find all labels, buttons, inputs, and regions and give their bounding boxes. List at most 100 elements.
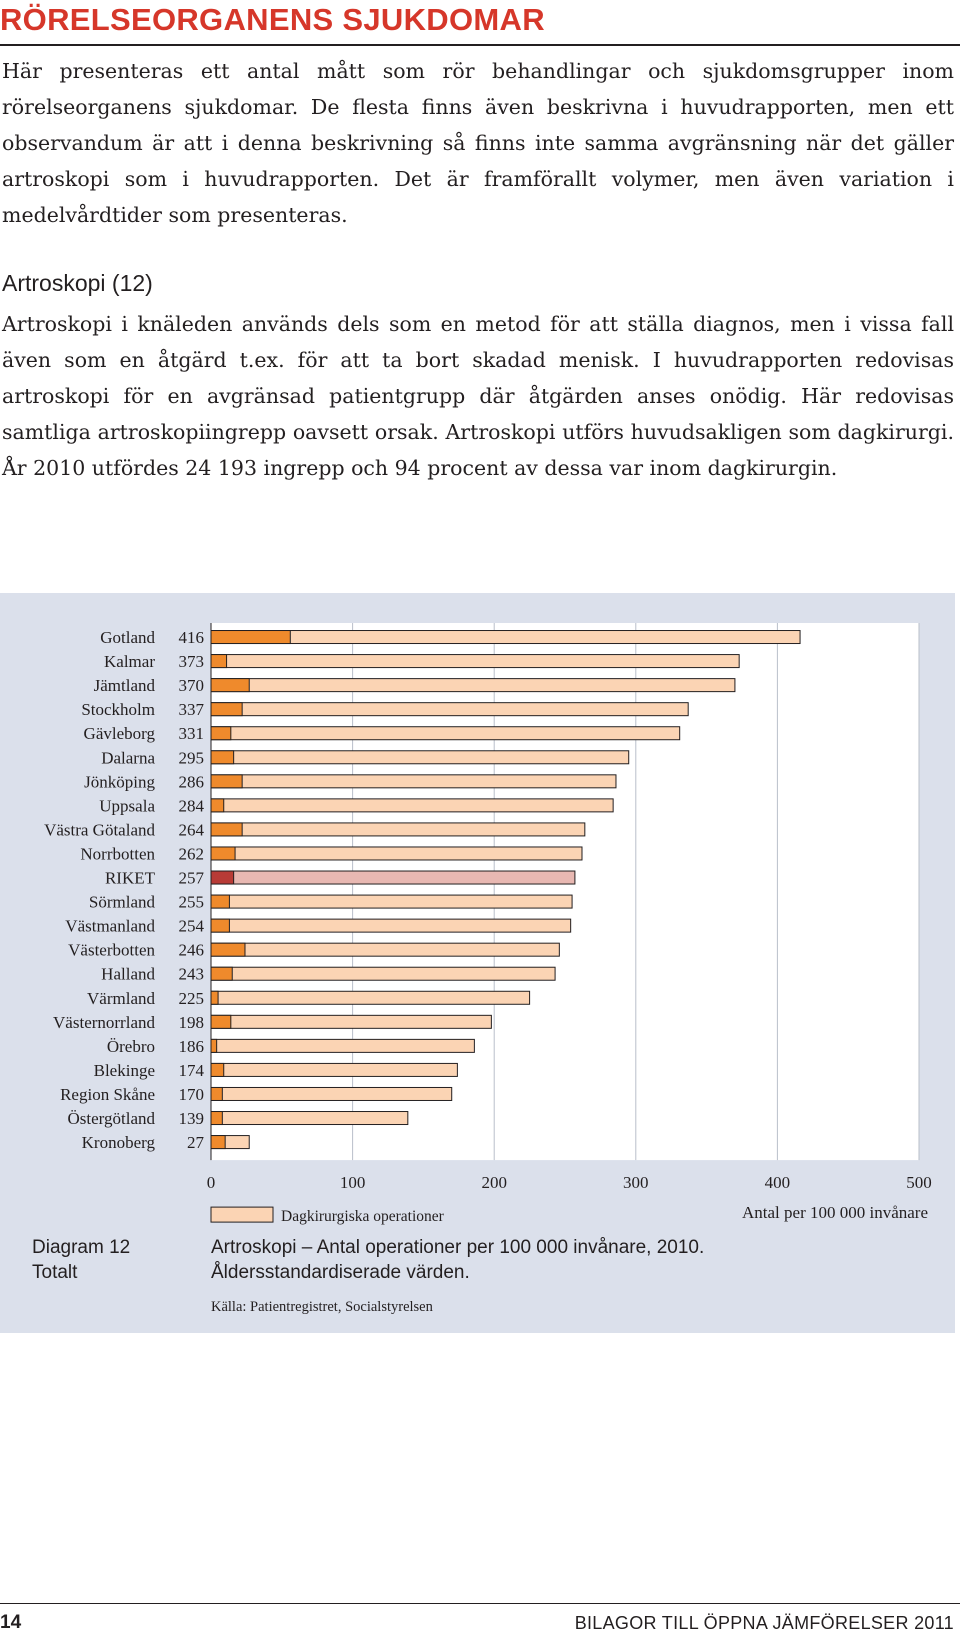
bar-total (210, 678, 736, 693)
category-label: Jämtland (94, 676, 156, 695)
bar-segment (210, 1086, 223, 1101)
bar-segment (210, 870, 235, 885)
x-tick-label: 500 (906, 1173, 932, 1192)
bar-segment (210, 966, 233, 981)
category-label: Västerbotten (68, 941, 155, 960)
value-label: 264 (179, 820, 205, 839)
category-label: Värmland (87, 989, 155, 1008)
bar-total (210, 846, 583, 861)
bar-total (210, 990, 531, 1005)
category-label: Västmanland (65, 917, 155, 936)
category-label: Blekinge (94, 1061, 155, 1080)
bar-segment (210, 702, 243, 717)
bar-segment (210, 1135, 226, 1150)
legend-swatch (210, 1206, 274, 1223)
value-label: 331 (179, 724, 205, 743)
bar-total (210, 1038, 475, 1053)
caption-totalt-label: Totalt (32, 1262, 78, 1283)
bar-segment (210, 822, 243, 837)
value-label: 286 (179, 772, 205, 791)
bar-segment (210, 1062, 225, 1077)
value-label: 243 (179, 965, 205, 984)
bar-segment (210, 1038, 218, 1053)
value-label: 27 (187, 1133, 205, 1152)
value-label: 174 (179, 1061, 205, 1080)
category-label: Kronoberg (82, 1133, 156, 1152)
bar-total (210, 822, 586, 837)
bar-total (210, 918, 572, 933)
value-label: 255 (179, 893, 205, 912)
category-label: Sörmland (89, 893, 156, 912)
category-label: Västernorrland (53, 1013, 155, 1032)
category-label: Kalmar (104, 652, 155, 671)
x-axis-label: Antal per 100 000 invånare (742, 1203, 928, 1222)
category-label: Region Skåne (60, 1085, 155, 1104)
section-title: RÖRELSEORGANENS SJUKDOMAR (0, 2, 545, 37)
caption-source: Källa: Patientregistret, Socialstyrelsen (211, 1299, 433, 1315)
category-label: Jönköping (84, 772, 155, 791)
bar-total (210, 966, 556, 981)
page-number: 14 (0, 1612, 22, 1633)
category-label: Dalarna (101, 748, 155, 767)
bar-segment (210, 894, 230, 909)
category-label: Östergötland (67, 1109, 155, 1128)
value-label: 198 (179, 1013, 205, 1032)
value-label: 416 (179, 628, 205, 647)
bar-segment (210, 774, 243, 789)
bar-segment (210, 630, 291, 645)
bar-total (210, 942, 560, 957)
bar-total (210, 1062, 458, 1077)
bar-total (210, 726, 681, 741)
value-label: 257 (179, 869, 205, 888)
category-label: Uppsala (99, 796, 155, 815)
bar-segment (210, 678, 250, 693)
value-label: 262 (179, 844, 205, 863)
subheading-artroskopi: Artroskopi (12) (2, 270, 153, 296)
bar-total (210, 1014, 492, 1029)
caption-line-2: Åldersstandardiserade värden. (211, 1262, 470, 1283)
bar-total (210, 774, 617, 789)
value-label: 186 (179, 1037, 205, 1056)
bar-total (210, 1111, 409, 1126)
value-label: 225 (179, 989, 205, 1008)
bar-total (210, 654, 740, 669)
value-label: 295 (179, 748, 205, 767)
legend-label: Dagkirurgiska operationer (281, 1208, 445, 1225)
value-label: 246 (179, 941, 205, 960)
category-label: Norrbotten (80, 844, 155, 863)
category-label: Örebro (107, 1037, 155, 1056)
bar-total (210, 894, 573, 909)
bar-segment (210, 1014, 232, 1029)
bar-segment (210, 750, 235, 765)
x-tick-label: 200 (481, 1173, 507, 1192)
category-label: Halland (101, 965, 155, 984)
bar-segment (210, 1111, 223, 1126)
bar-segment (210, 726, 232, 741)
running-title: BILAGOR TILL ÖPPNA JÄMFÖRELSER 2011 (574, 1613, 954, 1633)
value-label: 337 (179, 700, 205, 719)
bar-total (210, 1086, 453, 1101)
x-tick-label: 300 (623, 1173, 649, 1192)
x-tick-label: 100 (340, 1173, 366, 1192)
bar-segment (210, 942, 246, 957)
title-rule (0, 44, 960, 46)
x-tick-label: 400 (765, 1173, 791, 1192)
category-label: Stockholm (81, 700, 155, 719)
bar-segment (210, 654, 228, 669)
bar-chart: 0 100 200 300 400 500 Gotland 416 Kalmar 373 Jämtl… (44, 623, 932, 1225)
bar-total (210, 750, 630, 765)
value-label: 373 (179, 652, 205, 671)
footer-rule (0, 1603, 960, 1604)
bar-segment (210, 846, 236, 861)
artroskopi-paragraph: Artroskopi i knäleden används dels som e… (2, 312, 954, 480)
caption-diagram-label: Diagram 12 (32, 1237, 131, 1258)
bar-total (210, 870, 576, 885)
x-tick-label: 0 (207, 1173, 216, 1192)
category-label: Gävleborg (84, 724, 156, 743)
bar-segment (210, 798, 225, 813)
value-label: 139 (179, 1109, 205, 1128)
value-label: 284 (179, 796, 205, 815)
caption-line-1: Artroskopi – Antal operationer per 100 0… (211, 1237, 705, 1258)
value-label: 254 (179, 917, 205, 936)
category-label: RIKET (105, 869, 156, 888)
